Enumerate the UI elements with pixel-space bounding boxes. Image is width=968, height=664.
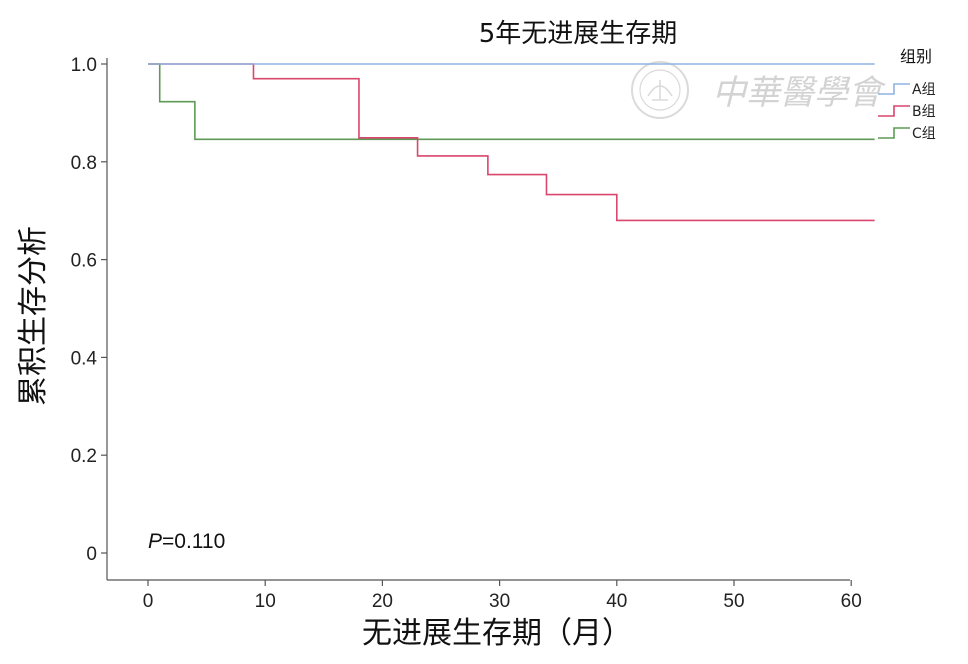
legend: 组别 A组 B组 C组 [878,47,936,142]
x-axis-title: 无进展生存期（月） [362,616,632,651]
survival-curves [148,63,875,222]
x-tick-label: 30 [489,591,510,612]
watermark: 中華醫學會 [631,61,887,119]
x-tick-label: 60 [841,591,862,612]
legend-label-1: A组 [912,82,936,98]
chart-title: 5年无进展生存期 [479,19,678,49]
y-tick-label: 0.2 [71,446,97,467]
legend-swatch-2 [878,105,910,117]
p-value-number: =0.110 [162,530,225,553]
legend-swatch-1 [878,83,910,95]
y-tick-label: 0 [86,544,97,565]
axes [106,58,850,581]
y-tick-label: 0.8 [71,153,97,174]
legend-label-3: C组 [912,126,936,142]
x-tick-label: 0 [143,591,154,612]
p-value-symbol: P [148,530,162,553]
x-tick-label: 20 [372,591,393,612]
legend-label-2: B组 [912,104,936,120]
x-tick-label: 40 [606,591,627,612]
seal-icon [631,61,689,119]
ticks: 0 10 20 30 40 50 60 0 0.2 0.4 0.6 0.8 1.0 [71,55,862,612]
y-tick-label: 1.0 [71,55,97,76]
series-line-2 [148,63,875,222]
watermark-text: 中華醫學會 [712,73,887,113]
legend-swatch-3 [878,127,910,139]
y-axis-title: 累积生存分析 [16,226,51,406]
x-tick-label: 10 [255,591,276,612]
p-value-annotation: P=0.110 [148,530,225,553]
x-tick-label: 50 [723,591,744,612]
y-tick-label: 0.6 [71,251,97,272]
legend-title: 组别 [900,47,932,66]
y-tick-label: 0.4 [71,348,98,369]
